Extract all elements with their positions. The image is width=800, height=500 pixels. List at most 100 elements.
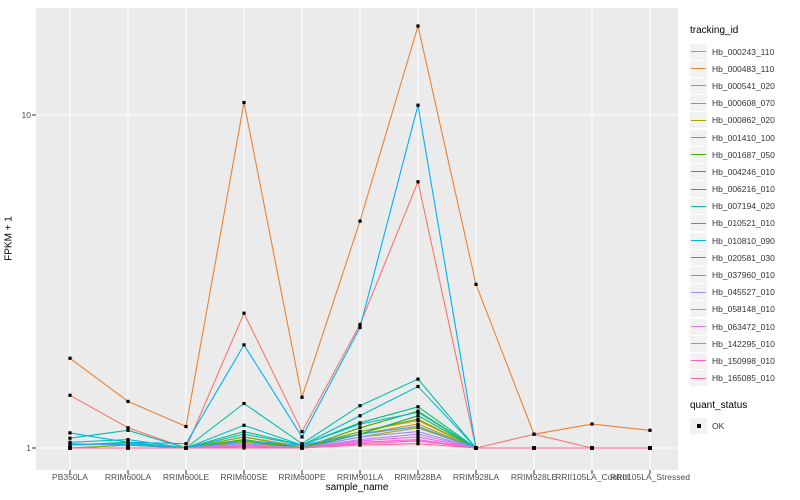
x-tick-label: RRIM928BA [394, 472, 442, 482]
legend-item-label: Hb_006216_010 [712, 184, 775, 195]
line-key-icon [690, 370, 707, 387]
data-point [184, 424, 188, 429]
legend-entries: Hb_000243_110 Hb_000483_110 Hb_000541_020 H… [690, 43, 798, 387]
data-point [416, 384, 420, 389]
legend-item-label: OK [712, 421, 725, 432]
line-key-icon [690, 249, 707, 266]
data-point [358, 432, 362, 436]
data-point [126, 440, 130, 444]
data-point [126, 443, 130, 447]
legend-item-label: Hb_000862_020 [712, 115, 775, 126]
data-point [300, 443, 304, 447]
data-point [648, 428, 652, 432]
legend-item-Hb_150998_010: Hb_150998_010 [690, 352, 798, 369]
data-point [416, 432, 420, 436]
x-tick-label: RRIM928LA [452, 472, 500, 482]
data-point [126, 399, 130, 404]
legend-item-label: Hb_000608_070 [712, 98, 775, 109]
x-tick-label: RRIM901LA [336, 472, 384, 482]
legend-item-label: Hb_001687_050 [712, 149, 775, 160]
legend-item-Hb_001410_100: Hb_001410_100 [690, 129, 798, 146]
legend-item-Hb_165085_010: Hb_165085_010 [690, 370, 798, 387]
data-point [358, 322, 362, 327]
data-point [358, 219, 362, 223]
legend-item-Hb_010521_010: Hb_010521_010 [690, 215, 798, 232]
data-point [68, 431, 72, 435]
legend-item-ok: OK [690, 418, 798, 435]
x-tick-label: RRIM600PE [278, 472, 326, 482]
data-point [68, 356, 72, 360]
line-key-icon [690, 215, 707, 232]
data-point [648, 446, 652, 450]
legend-item-Hb_000608_070: Hb_000608_070 [690, 95, 798, 112]
legend-item-Hb_058148_010: Hb_058148_010 [690, 301, 798, 318]
legend-item-Hb_000541_020: Hb_000541_020 [690, 77, 798, 94]
line-key-icon [690, 181, 707, 198]
line-key-icon [690, 267, 707, 284]
x-tick-label: PB350LA [52, 472, 88, 482]
legend-item-label: Hb_037960_010 [712, 270, 775, 281]
legend-title-tracking-id: tracking_id [690, 25, 739, 36]
legend-item-label: Hb_007194_020 [712, 201, 775, 212]
x-tick-label: RRII105LA_Control [555, 472, 629, 482]
data-point [358, 325, 362, 330]
legend-item-Hb_063472_010: Hb_063472_010 [690, 318, 798, 335]
legend-item-Hb_006216_010: Hb_006216_010 [690, 181, 798, 198]
line-key-icon [690, 232, 707, 249]
quant-status-legend: quant_status OK [690, 400, 798, 435]
data-point [358, 443, 362, 447]
x-axis-title: sample_name [325, 482, 389, 493]
legend-item-label: Hb_000243_110 [712, 46, 775, 57]
data-point [68, 436, 72, 440]
line-key-icon [690, 112, 707, 129]
legend-item-Hb_142295_010: Hb_142295_010 [690, 335, 798, 352]
legend-item-Hb_037960_010: Hb_037960_010 [690, 266, 798, 284]
line-key-icon [690, 60, 707, 77]
x-tick-label: RRII105LA_Stressed [610, 472, 690, 482]
data-point [416, 405, 420, 409]
data-point [126, 437, 130, 442]
x-tick-label: RRIM600LE [162, 472, 210, 482]
data-point [416, 424, 420, 429]
line-key-icon [690, 335, 707, 352]
data-point [416, 414, 420, 418]
data-point [416, 442, 420, 446]
data-point [242, 423, 246, 427]
data-point [416, 103, 420, 107]
line-key-icon [690, 77, 707, 94]
data-point [242, 439, 246, 443]
legend-item-label: Hb_004246_010 [712, 166, 775, 177]
legend-item-label: Hb_063472_010 [712, 321, 775, 332]
line-key-icon [690, 129, 707, 146]
data-point [242, 435, 246, 439]
legend: tracking_id Hb_000243_110 Hb_000483_110 Hb… [690, 25, 798, 435]
line-key-icon [690, 352, 707, 369]
data-point [242, 311, 246, 315]
panel-background [36, 8, 678, 470]
data-point [300, 430, 304, 434]
ok-square-key-icon [690, 418, 707, 435]
data-point [416, 430, 420, 434]
y-tick-label: 10 [21, 110, 31, 120]
line-key-icon [690, 318, 707, 335]
legend-item-label: Hb_150998_010 [712, 355, 775, 366]
data-point [416, 439, 420, 443]
y-tick-label: 1 [26, 443, 31, 453]
legend-title-quant-status: quant_status [690, 399, 748, 411]
line-key-icon [690, 301, 707, 318]
line-key-icon [690, 43, 707, 60]
data-point [358, 426, 362, 430]
data-point [416, 377, 420, 381]
line-key-icon [690, 95, 707, 112]
data-point [590, 446, 594, 450]
legend-item-label: Hb_142295_010 [712, 338, 775, 349]
data-point [474, 282, 478, 286]
line-key-icon [690, 198, 707, 215]
legend-item-label: Hb_000483_110 [712, 63, 775, 74]
data-point [126, 428, 130, 432]
x-tick-label: RRIM600SE [220, 472, 268, 482]
legend-item-Hb_004246_010: Hb_004246_010 [690, 163, 798, 180]
legend-item-label: Hb_001410_100 [712, 132, 775, 143]
